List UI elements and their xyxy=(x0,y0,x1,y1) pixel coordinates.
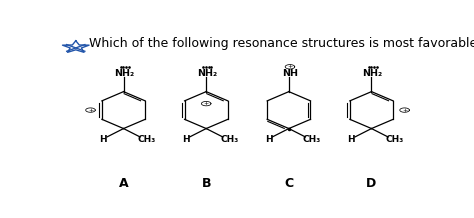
Text: H: H xyxy=(182,135,190,145)
Text: NH₂: NH₂ xyxy=(363,69,383,78)
Text: CH₃: CH₃ xyxy=(220,135,238,145)
Text: +: + xyxy=(402,108,407,112)
Text: CH₃: CH₃ xyxy=(137,135,156,145)
Text: CH₃: CH₃ xyxy=(303,135,321,145)
Text: Which of the following resonance structures is most favorable?: Which of the following resonance structu… xyxy=(89,37,474,50)
Text: NH₂: NH₂ xyxy=(197,69,218,78)
Text: NH: NH xyxy=(282,69,298,78)
Text: NH₂: NH₂ xyxy=(115,69,135,78)
Text: H: H xyxy=(265,135,273,145)
Text: D: D xyxy=(366,177,377,191)
Text: +: + xyxy=(88,108,93,112)
Text: CH₃: CH₃ xyxy=(385,135,404,145)
Text: H: H xyxy=(100,135,107,145)
Text: H: H xyxy=(347,135,355,145)
Text: +: + xyxy=(287,64,292,69)
Text: A: A xyxy=(118,177,128,191)
Text: B: B xyxy=(201,177,211,191)
Text: +: + xyxy=(203,101,209,106)
Text: C: C xyxy=(284,177,293,191)
